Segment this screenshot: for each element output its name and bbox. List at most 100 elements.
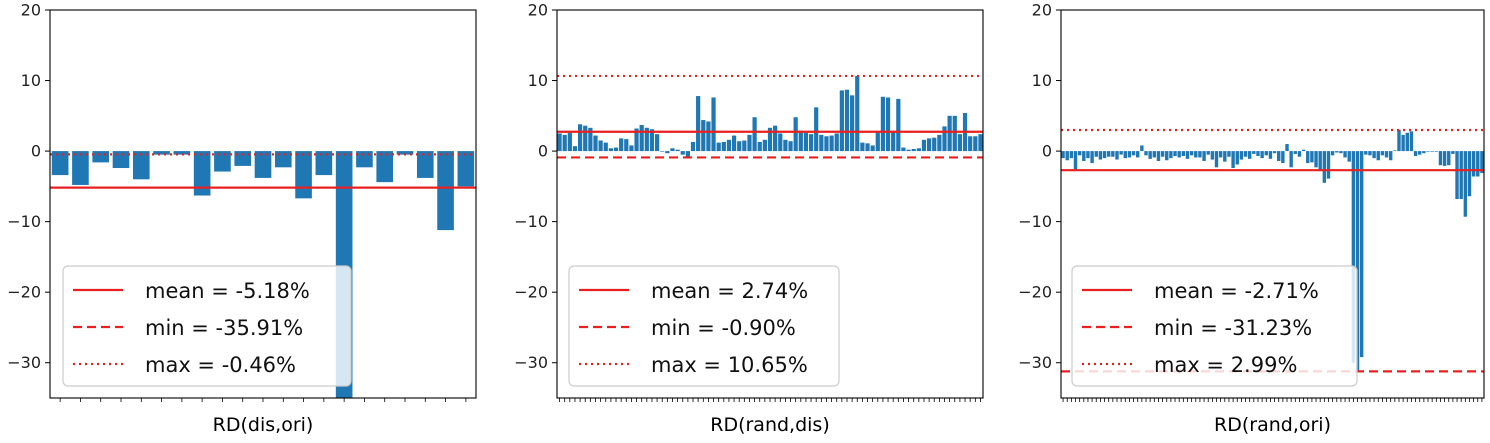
bar [1343, 151, 1347, 158]
bar [1198, 151, 1202, 158]
bar [593, 135, 598, 152]
bar [1252, 151, 1256, 154]
bar [737, 141, 742, 152]
bar [1194, 151, 1198, 158]
bar [1476, 151, 1480, 177]
bar [1131, 151, 1136, 156]
bar [1434, 151, 1439, 152]
bar [814, 107, 819, 152]
bar [1127, 151, 1132, 158]
bar [1247, 151, 1252, 159]
bars-group [557, 74, 983, 159]
bar [957, 134, 963, 152]
bar [577, 124, 583, 152]
bar [1102, 151, 1107, 159]
bar [968, 136, 973, 152]
bar [932, 137, 937, 152]
bar [1388, 151, 1393, 161]
chart-panel-1: 20 10 0 −10 −20 −30 RD(dis,ori) mean = -5.18% mi… [7, 1, 477, 436]
y-tick-label: −30 [1018, 353, 1052, 372]
bar [824, 136, 829, 152]
bar [567, 132, 572, 152]
bar [701, 120, 706, 152]
bar [1181, 151, 1186, 157]
bar [870, 145, 875, 152]
bars-group [50, 151, 476, 398]
y-tick-label: −30 [514, 353, 548, 372]
bar [583, 125, 588, 152]
bar [1169, 151, 1173, 159]
bar [798, 130, 803, 152]
bar [747, 134, 752, 152]
bar [1326, 151, 1331, 179]
legend: mean = 2.74% min = -0.90% max = 10.65% [568, 265, 840, 387]
bar [1061, 151, 1065, 159]
bar [742, 140, 747, 152]
bar [1380, 151, 1385, 156]
y-tick-label: −20 [7, 283, 41, 302]
bar [896, 98, 901, 152]
bar [1069, 151, 1074, 159]
bar [1351, 151, 1356, 363]
bar [1355, 151, 1360, 372]
bar [660, 151, 665, 152]
bar [603, 142, 608, 152]
chart-panel-2: 20 10 0 −10 −20 −30 RD(rand,dis) mean = 2.74% mi… [514, 1, 984, 436]
bar [973, 136, 978, 152]
bar [1430, 151, 1434, 152]
bar [437, 151, 454, 231]
bar [214, 151, 231, 172]
bar [680, 151, 685, 155]
bar [834, 133, 839, 152]
bar [1281, 151, 1285, 164]
bar [901, 147, 906, 152]
bar [906, 149, 911, 152]
bar [1438, 151, 1443, 166]
bar [1231, 151, 1235, 169]
bar [778, 133, 783, 152]
bar [1077, 151, 1082, 156]
bar [51, 151, 69, 176]
legend-entry-label: min = -35.91% [145, 316, 303, 340]
bar [274, 151, 292, 168]
bar [1065, 151, 1069, 161]
bar [757, 141, 762, 152]
bar [1426, 151, 1430, 152]
bar [670, 148, 675, 152]
bar [193, 151, 211, 196]
bar [839, 90, 844, 152]
bar [1115, 151, 1119, 160]
bar [153, 151, 170, 155]
bar [731, 135, 737, 152]
bar [629, 145, 634, 152]
x-axis-label: RD(rand,dis) [710, 414, 830, 436]
y-tick-label: −30 [7, 353, 41, 372]
bar [1451, 151, 1455, 154]
y-tick-label: 10 [21, 71, 41, 90]
bar [1310, 151, 1314, 163]
bar [1480, 151, 1484, 173]
bar [1090, 151, 1094, 164]
legend-entry-label: mean = 2.74% [651, 279, 808, 303]
y-tick-label: −10 [514, 212, 548, 231]
bar [916, 148, 921, 152]
bar [132, 151, 150, 180]
bar [1160, 151, 1165, 157]
bar [1227, 151, 1231, 157]
bar [1459, 151, 1463, 200]
bar [92, 151, 110, 163]
bar [937, 134, 942, 152]
bar [726, 139, 732, 152]
bar [1235, 151, 1239, 165]
bar [1086, 151, 1090, 159]
bar [613, 147, 619, 152]
bar [1106, 151, 1111, 157]
bar [1347, 151, 1351, 162]
bar [1094, 151, 1098, 157]
bar [1189, 151, 1194, 156]
bar [1214, 151, 1219, 168]
bar [885, 97, 891, 152]
bar [1422, 151, 1426, 154]
bar [457, 151, 475, 187]
